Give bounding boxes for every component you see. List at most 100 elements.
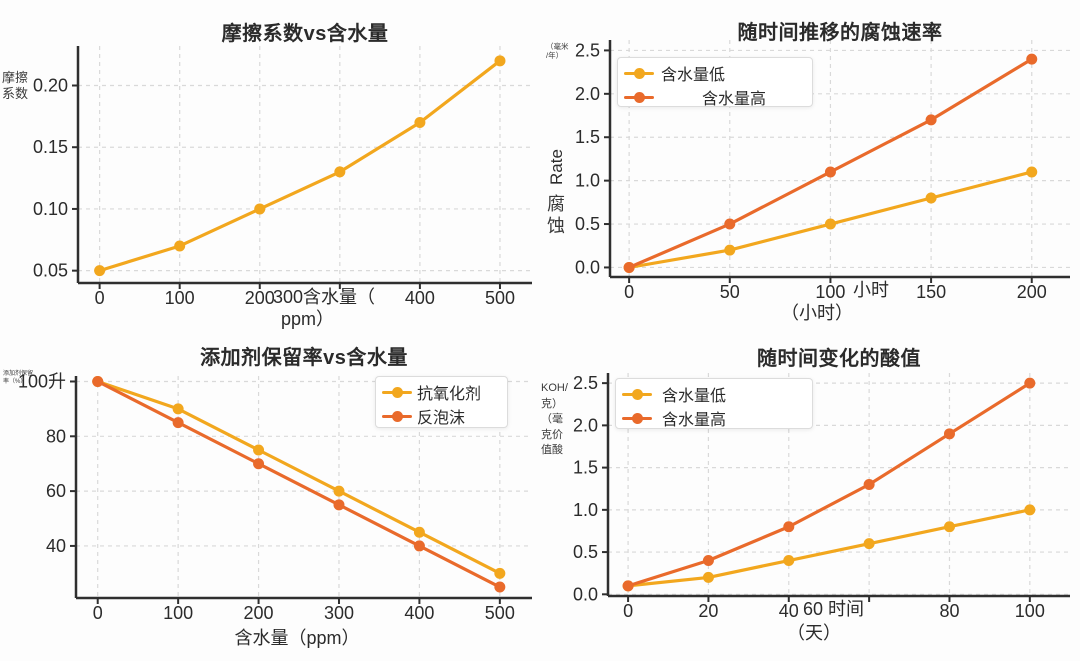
legend-label: 含水量低: [661, 67, 726, 84]
legend-marker: [622, 388, 652, 400]
data-point: [333, 485, 345, 497]
chart-panel-additive-retention: 0 100 200 300 400 500 100升 80 60 40 含水量（ppm） 添加剂保留…: [0, 331, 540, 661]
y-tick-label: 0.10: [33, 199, 68, 219]
x-tick-label: 0: [623, 601, 633, 621]
x-tick-label: 80: [939, 601, 959, 621]
data-point: [623, 261, 635, 273]
data-point: [824, 218, 836, 230]
legend-item: 含水量低: [622, 382, 806, 406]
series-line-0: [626, 508, 1032, 588]
data-point: [925, 114, 937, 126]
legend-marker: [382, 386, 412, 398]
legend-marker: [382, 410, 412, 422]
x-tick-label: 20: [698, 601, 718, 621]
x-tick-label: 200: [1017, 282, 1047, 302]
legend-marker-dot: [391, 410, 403, 422]
y-tick-label: 80: [46, 426, 66, 446]
chart-panel-corrosion-rate: 0 50 100 150 200 0.0 0.5 1.0 1.5 2.0 2.5 小时 （小时） 随时间…: [540, 0, 1080, 330]
x-tick-label: 100: [163, 603, 193, 623]
y-tick-label: 0.0: [573, 584, 598, 604]
y-axis-label: KOH/ 克） （毫 克价 值酸: [541, 382, 568, 456]
x-tick-label: 200: [244, 603, 274, 623]
y-tick-label: 2.0: [575, 84, 600, 104]
chart-title: 随时间变化的酸值: [757, 348, 921, 370]
x-tick-label: 500: [485, 288, 515, 308]
chart-canvas-friction: 0 100 200 400 500 0.05 0.10 0.15 0.20 300含水量（ppm）: [33, 46, 532, 329]
y-tick-label: 100升: [18, 371, 66, 391]
chart-canvas-additive-retention: 0 100 200 300 400 500 100升 80 60 40 含水量（ppm）: [18, 371, 532, 648]
data-point: [1024, 377, 1036, 389]
data-point: [925, 192, 937, 204]
y-tick-label: 60: [46, 481, 66, 501]
x-tick-label: 50: [720, 282, 740, 302]
data-point: [333, 499, 345, 511]
legend-label: 反泡沫: [417, 410, 466, 427]
y-axis-label-latin: Rate: [547, 148, 566, 185]
data-point: [783, 521, 795, 533]
y-tick-label: 0.05: [33, 261, 68, 281]
data-point: [334, 166, 346, 178]
legend-item: 含水量高: [622, 406, 806, 430]
y-tick-label: 0.15: [33, 137, 68, 157]
data-point: [94, 265, 106, 277]
series-line-0: [96, 379, 502, 575]
legend-item: 含水量低: [624, 61, 806, 85]
data-point: [172, 417, 184, 429]
legend: 含水量低 含水量高: [615, 378, 813, 429]
y-axis-label: 摩擦 系数: [2, 70, 29, 101]
x-axis-label-fragment: （天）: [787, 623, 841, 643]
y-tick-label: 1.0: [573, 500, 598, 520]
data-point: [413, 526, 425, 538]
x-tick-label: 100: [165, 288, 195, 308]
x-tick-label: 0: [95, 288, 105, 308]
y-tick-label: 1.5: [575, 127, 600, 147]
y-tick-label: 1.5: [573, 458, 598, 478]
legend-item: 含水量高: [624, 85, 806, 109]
chart-title: 随时间推移的腐蚀速率: [737, 22, 943, 44]
data-point: [253, 444, 265, 456]
data-point: [783, 555, 795, 567]
legend-item: 抗氧化剂: [382, 380, 501, 404]
y-tick-label: 2.5: [573, 373, 598, 393]
x-axis-label: 含水量（ppm）: [234, 628, 359, 648]
data-point: [622, 580, 634, 592]
chart-canvas-corrosion-rate: 0 50 100 150 200 0.0 0.5 1.0 1.5 2.0 2.5 小时（小时）: [575, 40, 1070, 323]
data-point: [1024, 504, 1036, 516]
y-axis-unit-note: （毫米 /年）: [546, 42, 569, 60]
x-tick-label: 400: [404, 603, 434, 623]
data-point: [92, 375, 104, 387]
y-axis-label-cjk: 腐 蚀: [547, 194, 565, 236]
chart-panel-acid-value: 0 20 40 80 100 0.0 0.5 1.0 1.5 2.0 2.5 60 时间 （天） 随时间…: [540, 331, 1080, 661]
data-point: [1026, 53, 1038, 65]
x-axis-label-fragment: 小时: [853, 280, 889, 300]
series-line-1: [96, 379, 502, 589]
data-point: [253, 458, 265, 470]
data-point: [824, 166, 836, 178]
data-point: [863, 538, 875, 550]
legend-label: 含水量高: [702, 91, 767, 108]
y-tick-label: 0.5: [573, 542, 598, 562]
data-point: [943, 521, 955, 533]
legend: 含水量低含水量高: [617, 57, 813, 109]
chart-panel-friction: 0 100 200 400 500 0.05 0.10 0.15 0.20 300含水量（ ppm）…: [0, 0, 540, 330]
data-point: [174, 240, 186, 252]
data-point: [702, 571, 714, 583]
data-point: [494, 567, 506, 579]
x-tick-label: 300: [324, 603, 354, 623]
x-tick-label: 0: [93, 603, 103, 623]
data-point: [494, 581, 506, 593]
legend-label: 抗氧化剂: [417, 386, 482, 403]
x-tick-label: 150: [916, 282, 946, 302]
series-line-0: [98, 59, 502, 273]
legend-marker: [624, 91, 654, 103]
data-point: [254, 203, 266, 215]
legend-marker-dot: [631, 388, 643, 400]
x-tick-label: 100: [815, 282, 845, 302]
y-tick-label: 1.0: [575, 171, 600, 191]
y-tick-label: 0.20: [33, 76, 68, 96]
chart-title: 添加剂保留率vs含水量: [200, 347, 408, 369]
legend-label: 含水量低: [662, 388, 727, 405]
x-tick-label: 500: [485, 603, 515, 623]
data-point: [863, 479, 875, 490]
